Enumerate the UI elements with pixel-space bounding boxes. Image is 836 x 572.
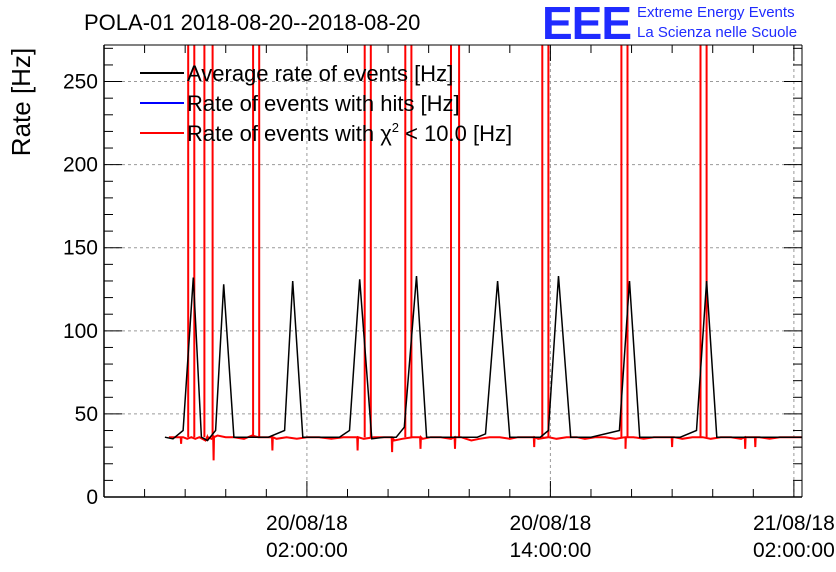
legend: Average rate of events [Hz] Rate of event… — [140, 61, 512, 146]
legend-label: Rate of events with hits [Hz] — [187, 91, 460, 116]
y-tick-label: 100 — [63, 320, 98, 343]
x-tick-label-time: 14:00:00 — [510, 539, 592, 562]
series-layer — [164, 45, 802, 461]
y-tick-label: 50 — [75, 403, 98, 426]
axes-layer: 0 50 100 150 200 250 20/08/18 02:00:00 20/08/18 1… — [63, 44, 835, 562]
logo-text-line1: Extreme Energy Events — [637, 4, 795, 21]
y-tick-label: 150 — [63, 237, 98, 260]
chart-title: POLA-01 2018-08-20--2018-08-20 — [84, 10, 421, 35]
logo-text-line2: La Scienza nelle Scuole — [637, 24, 798, 41]
legend-label: Average rate of events [Hz] — [187, 61, 453, 86]
legend-label: Rate of events with χ2 < 10.0 [Hz] — [187, 120, 512, 146]
eee-logo: EEE — [542, 0, 632, 49]
spike-chi2 — [450, 45, 461, 438]
y-tick-label: 0 — [86, 486, 98, 509]
y-axis-label: Rate [Hz] — [6, 48, 36, 156]
series-line-average — [164, 275, 802, 442]
series-line-chi2 — [168, 433, 802, 461]
spike-chi2 — [699, 45, 708, 438]
x-tick-label-date: 20/08/18 — [266, 512, 348, 535]
x-tick-label-time: 02:00:00 — [753, 539, 835, 562]
spike-chi2 — [187, 45, 196, 438]
y-tick-label: 200 — [63, 154, 98, 177]
grid-layer — [104, 45, 802, 497]
spike-chi2 — [620, 45, 629, 438]
y-tick-label: 250 — [63, 71, 98, 94]
spike-chi2 — [363, 45, 372, 438]
x-tick-label-date: 20/08/18 — [510, 512, 592, 535]
spike-chi2 — [203, 45, 214, 438]
x-tick-label-date: 21/08/18 — [753, 512, 835, 535]
spike-chi2 — [404, 45, 413, 438]
spike-chi2 — [252, 45, 261, 438]
x-tick-label-time: 02:00:00 — [266, 539, 348, 562]
spike-chi2 — [541, 45, 550, 438]
